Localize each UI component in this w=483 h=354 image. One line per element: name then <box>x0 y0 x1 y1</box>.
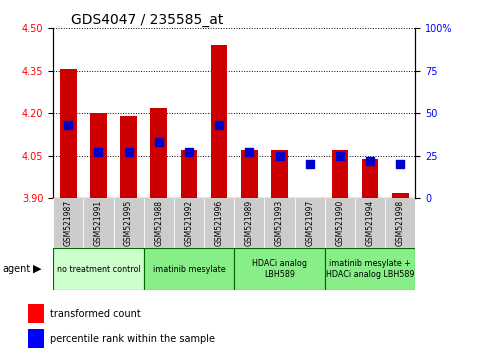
Point <box>276 153 284 159</box>
Text: GSM521998: GSM521998 <box>396 200 405 246</box>
Bar <box>114 198 144 248</box>
Point <box>155 139 163 145</box>
Bar <box>271 150 288 198</box>
Text: HDACi analog
LBH589: HDACi analog LBH589 <box>252 259 307 279</box>
Point <box>185 149 193 155</box>
Text: GSM521992: GSM521992 <box>185 200 194 246</box>
Bar <box>174 198 204 248</box>
Bar <box>151 108 167 198</box>
Point <box>306 161 313 167</box>
Bar <box>325 198 355 248</box>
Text: GSM521994: GSM521994 <box>366 200 375 246</box>
Bar <box>53 198 84 248</box>
Text: GSM521993: GSM521993 <box>275 200 284 246</box>
Point <box>397 161 404 167</box>
Text: no treatment control: no treatment control <box>57 264 140 274</box>
Bar <box>355 198 385 248</box>
Bar <box>204 198 234 248</box>
Point <box>125 149 132 155</box>
Text: percentile rank within the sample: percentile rank within the sample <box>50 333 215 344</box>
Text: GSM521989: GSM521989 <box>245 200 254 246</box>
Point <box>336 153 344 159</box>
Bar <box>120 116 137 198</box>
Text: ▶: ▶ <box>33 264 42 274</box>
Bar <box>234 248 325 290</box>
Bar <box>295 198 325 248</box>
Bar <box>53 248 144 290</box>
Text: GSM521988: GSM521988 <box>154 200 163 246</box>
Text: GSM521990: GSM521990 <box>335 200 344 246</box>
Bar <box>325 248 415 290</box>
Point <box>95 149 102 155</box>
Bar <box>84 198 114 248</box>
Bar <box>241 150 257 198</box>
Bar <box>28 329 44 348</box>
Text: imatinib mesylate: imatinib mesylate <box>153 264 226 274</box>
Bar <box>28 304 44 323</box>
Bar <box>392 193 409 198</box>
Text: GSM521996: GSM521996 <box>214 200 224 246</box>
Bar <box>234 198 265 248</box>
Bar <box>265 198 295 248</box>
Text: GSM521987: GSM521987 <box>64 200 73 246</box>
Bar <box>181 150 197 198</box>
Point <box>215 122 223 128</box>
Bar <box>90 113 107 198</box>
Point <box>245 149 253 155</box>
Text: GSM521995: GSM521995 <box>124 200 133 246</box>
Text: imatinib mesylate +
HDACi analog LBH589: imatinib mesylate + HDACi analog LBH589 <box>326 259 414 279</box>
Text: agent: agent <box>2 264 30 274</box>
Text: transformed count: transformed count <box>50 309 141 319</box>
Text: GDS4047 / 235585_at: GDS4047 / 235585_at <box>71 13 224 27</box>
Bar <box>385 198 415 248</box>
Point <box>366 158 374 164</box>
Bar <box>362 159 378 198</box>
Text: GSM521997: GSM521997 <box>305 200 314 246</box>
Bar <box>144 198 174 248</box>
Bar <box>332 150 348 198</box>
Bar <box>60 69 76 198</box>
Point <box>64 122 72 128</box>
Bar <box>211 45 227 198</box>
Bar <box>144 248 234 290</box>
Text: GSM521991: GSM521991 <box>94 200 103 246</box>
